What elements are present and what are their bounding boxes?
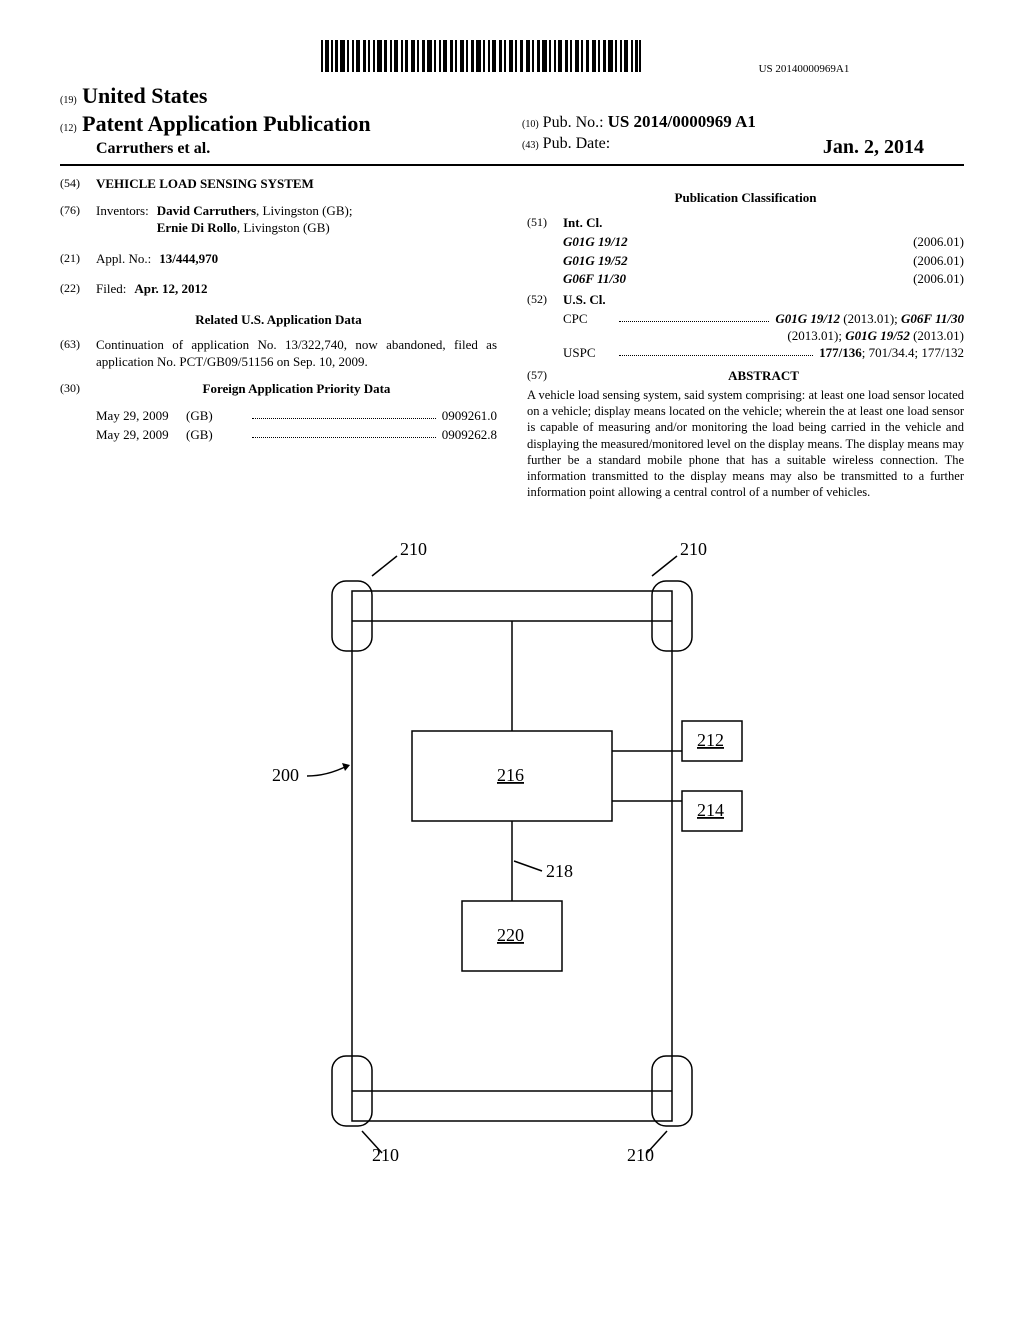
priority-country: (GB) bbox=[186, 408, 246, 425]
left-column: (54) VEHICLE LOAD SENSING SYSTEM (76) In… bbox=[60, 176, 497, 501]
pubno-value: US 2014/0000969 A1 bbox=[608, 112, 756, 131]
appl-value: 13/444,970 bbox=[159, 251, 497, 268]
filed-value: Apr. 12, 2012 bbox=[134, 281, 497, 298]
uspc-rest: ; 701/34.4; 177/132 bbox=[862, 345, 964, 360]
foreign-code: (30) bbox=[60, 381, 96, 398]
cpc-value: G01G 19/12 (2013.01); G06F 11/30 bbox=[775, 311, 964, 328]
barcode-icon bbox=[321, 40, 641, 72]
inventor-2-loc: , Livingston (GB) bbox=[237, 220, 330, 235]
inventor-1-loc: , Livingston (GB); bbox=[256, 203, 352, 218]
cont-code: (63) bbox=[60, 337, 96, 371]
header: (19) United States (12) Patent Applicati… bbox=[60, 82, 964, 166]
priority-country: (GB) bbox=[186, 427, 246, 444]
inventors-value: David Carruthers, Livingston (GB); Ernie… bbox=[157, 203, 497, 237]
pubclass-heading: Publication Classification bbox=[527, 190, 964, 207]
dots-leader bbox=[252, 408, 436, 419]
abstract-code: (57) bbox=[527, 368, 563, 385]
dots-leader bbox=[619, 345, 813, 356]
fig-label-210: 210 bbox=[400, 541, 427, 559]
intcl-label: Int. Cl. bbox=[563, 215, 964, 232]
inventor-1: David Carruthers bbox=[157, 203, 256, 218]
right-column: Publication Classification (51) Int. Cl.… bbox=[527, 176, 964, 501]
uscl-list: CPC G01G 19/12 (2013.01); G06F 11/30 (20… bbox=[527, 311, 964, 362]
cpc-continuation: (2013.01); G01G 19/52 (2013.01) bbox=[563, 328, 964, 345]
abstract-text: A vehicle load sensing system, said syst… bbox=[527, 387, 964, 501]
patent-figure: 210 210 210 210 200 216 212 214 218 220 bbox=[60, 541, 964, 1166]
uscl-code: (52) bbox=[527, 292, 563, 309]
priority-date: May 29, 2009 bbox=[96, 408, 186, 425]
uspc-row: USPC 177/136; 701/34.4; 177/132 bbox=[563, 345, 964, 362]
intcl-row: G01G 19/12 (2006.01) bbox=[563, 234, 964, 251]
uscl-label: U.S. Cl. bbox=[563, 292, 964, 309]
cpc-class: G01G 19/52 bbox=[845, 328, 910, 343]
cpc-class: G06F 11/30 bbox=[901, 311, 964, 326]
appl-code: (21) bbox=[60, 251, 96, 268]
pubdate-label: Pub. Date: bbox=[543, 135, 611, 152]
cont-text: Continuation of application No. 13/322,7… bbox=[96, 337, 497, 371]
inventors-code: (76) bbox=[60, 203, 96, 237]
intcl-class: G06F 11/30 bbox=[563, 271, 663, 288]
fig-label-218: 218 bbox=[546, 861, 573, 881]
uspc-value: 177/136; 701/34.4; 177/132 bbox=[819, 345, 964, 362]
fig-label-214: 214 bbox=[697, 800, 724, 820]
pubno-code: (10) bbox=[522, 119, 539, 130]
dots-leader bbox=[619, 311, 769, 322]
fig-label-212: 212 bbox=[697, 730, 724, 750]
appl-label: Appl. No.: bbox=[96, 251, 159, 268]
uspc-label: USPC bbox=[563, 345, 613, 362]
foreign-heading: Foreign Application Priority Data bbox=[96, 381, 497, 398]
priority-row: May 29, 2009 (GB) 0909261.0 bbox=[96, 408, 497, 425]
cpc-row: CPC G01G 19/12 (2013.01); G06F 11/30 bbox=[563, 311, 964, 328]
pub-type: Patent Application Publication bbox=[82, 111, 370, 136]
related-heading: Related U.S. Application Data bbox=[60, 312, 497, 329]
fig-label-220: 220 bbox=[497, 925, 524, 945]
intcl-code: (51) bbox=[527, 215, 563, 232]
biblio-columns: (54) VEHICLE LOAD SENSING SYSTEM (76) In… bbox=[60, 176, 964, 501]
invention-title: VEHICLE LOAD SENSING SYSTEM bbox=[96, 176, 497, 193]
intcl-row: G06F 11/30 (2006.01) bbox=[563, 271, 964, 288]
country-code: (19) bbox=[60, 95, 77, 106]
pubno-label: Pub. No.: bbox=[543, 114, 604, 131]
cpc-year: (2013.01); bbox=[840, 311, 901, 326]
intcl-list: G01G 19/12 (2006.01) G01G 19/52 (2006.01… bbox=[527, 234, 964, 289]
authors: Carruthers et al. bbox=[60, 139, 502, 160]
barcode-area: US 20140000969A1 bbox=[60, 40, 964, 77]
intcl-class: G01G 19/52 bbox=[563, 253, 663, 270]
fig-label-200: 200 bbox=[272, 765, 299, 785]
cpc-class: G01G 19/12 bbox=[775, 311, 840, 326]
intcl-class: G01G 19/12 bbox=[563, 234, 663, 251]
intcl-year: (2006.01) bbox=[663, 253, 964, 270]
dots-leader bbox=[252, 427, 436, 438]
fig-label-210: 210 bbox=[372, 1145, 399, 1161]
pubdate-value: Jan. 2, 2014 bbox=[823, 134, 924, 160]
intcl-year: (2006.01) bbox=[663, 271, 964, 288]
cpc-year: (2013.01); bbox=[787, 328, 845, 343]
cpc-year: (2013.01) bbox=[910, 328, 964, 343]
pub-type-code: (12) bbox=[60, 123, 77, 134]
filed-label: Filed: bbox=[96, 281, 134, 298]
inventors-label: Inventors: bbox=[96, 203, 157, 237]
abstract-heading: ABSTRACT bbox=[563, 368, 964, 385]
intcl-year: (2006.01) bbox=[663, 234, 964, 251]
inventor-2: Ernie Di Rollo bbox=[157, 220, 237, 235]
fig-label-210: 210 bbox=[627, 1145, 654, 1161]
fig-label-216: 216 bbox=[497, 765, 524, 785]
figure-svg: 210 210 210 210 200 216 212 214 218 220 bbox=[232, 541, 792, 1161]
intcl-row: G01G 19/52 (2006.01) bbox=[563, 253, 964, 270]
cpc-label: CPC bbox=[563, 311, 613, 328]
filed-code: (22) bbox=[60, 281, 96, 298]
country-name: United States bbox=[82, 83, 207, 108]
priority-list: May 29, 2009 (GB) 0909261.0 May 29, 2009… bbox=[60, 408, 497, 444]
barcode-number: US 20140000969A1 bbox=[644, 62, 964, 76]
uspc-main: 177/136 bbox=[819, 345, 862, 360]
pubdate-code: (43) bbox=[522, 140, 539, 151]
priority-row: May 29, 2009 (GB) 0909262.8 bbox=[96, 427, 497, 444]
priority-date: May 29, 2009 bbox=[96, 427, 186, 444]
priority-number: 0909261.0 bbox=[442, 408, 497, 425]
fig-label-210: 210 bbox=[680, 541, 707, 559]
priority-number: 0909262.8 bbox=[442, 427, 497, 444]
title-code: (54) bbox=[60, 176, 96, 193]
